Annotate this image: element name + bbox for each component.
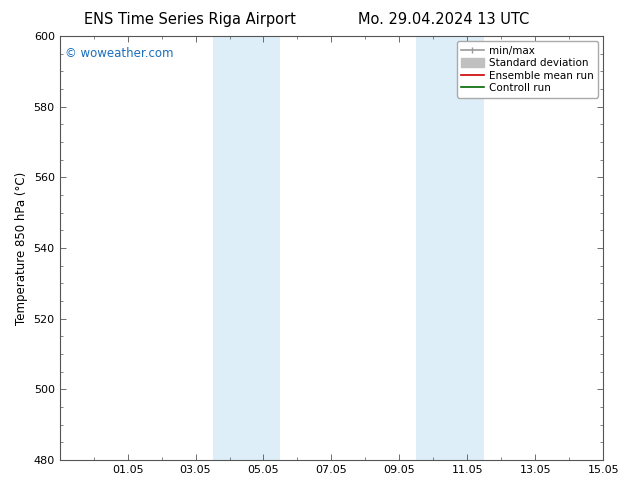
- Bar: [417, 36, 484, 460]
- Bar: [212, 36, 280, 460]
- Text: ENS Time Series Riga Airport: ENS Time Series Riga Airport: [84, 12, 296, 27]
- Legend: min/max, Standard deviation, Ensemble mean run, Controll run: min/max, Standard deviation, Ensemble me…: [456, 41, 598, 98]
- Text: Mo. 29.04.2024 13 UTC: Mo. 29.04.2024 13 UTC: [358, 12, 529, 27]
- Text: © woweather.com: © woweather.com: [65, 47, 174, 60]
- Y-axis label: Temperature 850 hPa (°C): Temperature 850 hPa (°C): [15, 172, 28, 325]
